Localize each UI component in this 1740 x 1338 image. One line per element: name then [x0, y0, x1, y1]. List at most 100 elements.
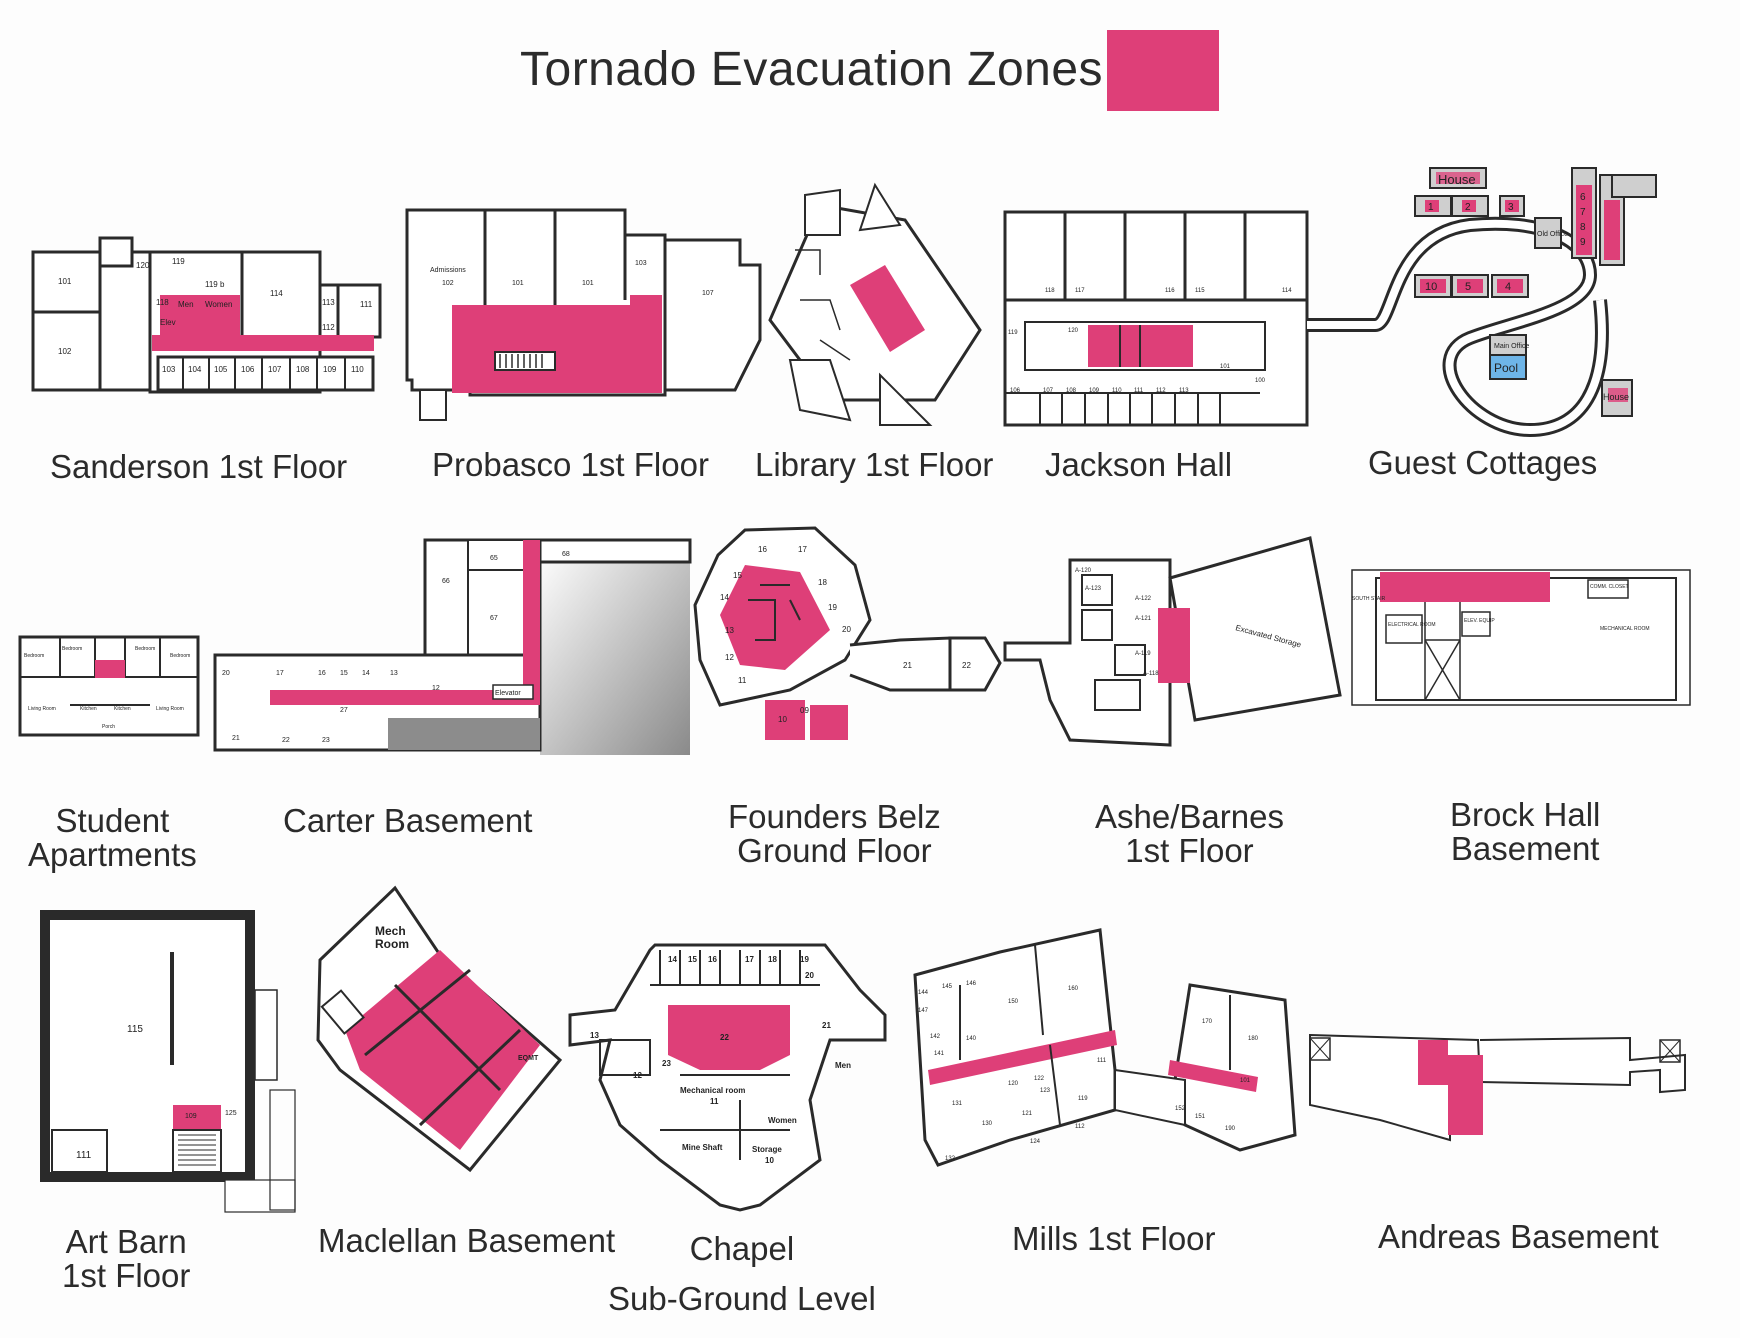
room-label: 110	[1112, 388, 1122, 394]
room-label: 116	[1165, 288, 1175, 294]
caption-founders: Founders Belz Ground Floor	[728, 798, 941, 869]
room-label: 16	[318, 670, 326, 677]
caption-mills: Mills 1st Floor	[1012, 1220, 1216, 1257]
room-label: 119	[172, 257, 185, 266]
room-label: 131	[952, 1101, 963, 1107]
room-label: Men	[835, 1061, 851, 1070]
room-label: 27	[340, 707, 348, 714]
room-label: 111	[360, 300, 373, 309]
room-label: Mech Room	[375, 924, 409, 951]
room-label: COMM. CLOSET	[1590, 584, 1629, 590]
room-label: 13	[390, 670, 398, 677]
room-label: 12	[432, 685, 440, 692]
room-label: 115	[1195, 288, 1205, 294]
room-label: 160	[1068, 986, 1079, 992]
room-label: 101	[1220, 364, 1231, 370]
room-label: 110	[351, 365, 364, 374]
room-label: Mine Shaft	[682, 1143, 723, 1152]
room-label: 14	[668, 955, 677, 964]
room-label: 119	[1008, 330, 1018, 336]
room-label: 21	[903, 661, 912, 670]
caption-ashe: Ashe/Barnes 1st Floor	[1095, 798, 1284, 869]
caption-chapel: Chapel Sub-Ground Level	[608, 1230, 876, 1317]
room-label: 141	[934, 1051, 945, 1057]
room-label: 144	[918, 990, 929, 996]
cottage-label: Pool	[1494, 361, 1518, 375]
room-label: 147	[918, 1008, 929, 1014]
room-label: Living Room	[28, 706, 56, 712]
cottage-label: House	[1603, 392, 1629, 402]
room-label: 22	[962, 661, 971, 670]
room-label: 122	[1034, 1076, 1045, 1082]
room-label: 108	[296, 365, 310, 374]
plan-library	[768, 182, 982, 426]
plan-carter: 65 68 66 67 20 17 16 15 14 13 12 27 21 2…	[213, 538, 692, 755]
room-label: 190	[1225, 1126, 1236, 1132]
room-label: 140	[966, 1036, 977, 1042]
cottage-label: 10	[1425, 281, 1437, 293]
room-label: 11	[710, 1097, 719, 1106]
room-label: ELEV. EQUIP	[1464, 618, 1495, 624]
room-label: 21	[232, 735, 240, 742]
room-label: Living Room	[156, 706, 184, 712]
room-label: 21	[822, 1021, 831, 1030]
page-title: Tornado Evacuation Zones	[520, 43, 1104, 96]
plan-founders: 16 17 15 18 14 19 13 20 12 11 09 10 21 2…	[693, 526, 1002, 740]
room-label: 16	[708, 955, 717, 964]
room-label: 18	[818, 578, 827, 587]
cottage-label: 1	[1428, 202, 1434, 213]
room-label: 170	[1202, 1019, 1213, 1025]
plan-student-apts: Bedroom Bedroom Bedroom Bedroom Living R…	[18, 635, 200, 737]
room-label: A-118	[1143, 671, 1159, 677]
room-label: 107	[702, 290, 714, 297]
cottage-label: Main Office	[1494, 343, 1529, 350]
cottage-label: 8	[1580, 222, 1586, 233]
room-label: 111	[76, 1150, 92, 1161]
cottage-label: 4	[1505, 281, 1511, 293]
room-label: 111	[1097, 1058, 1107, 1064]
caption-library: Library 1st Floor	[755, 446, 994, 483]
room-label: Storage	[752, 1145, 782, 1154]
room-label: 145	[942, 984, 953, 990]
room-label: A-123	[1085, 586, 1102, 592]
room-label: 10	[765, 1156, 774, 1165]
room-label: 12	[633, 1071, 642, 1080]
room-label: 22	[720, 1033, 729, 1042]
room-label: 112	[1156, 388, 1166, 394]
room-label: 23	[322, 737, 330, 744]
room-label: 113	[322, 298, 335, 307]
room-label: 130	[982, 1121, 993, 1127]
caption-maclellan: Maclellan Basement	[318, 1222, 616, 1259]
room-label: Bedroom	[62, 646, 82, 652]
room-label: 101	[58, 277, 72, 286]
plan-jackson: 118 117 116 115 114 119 120 101 100 106 …	[1003, 210, 1309, 427]
room-label: 13	[725, 626, 734, 635]
room-label: 19	[828, 603, 837, 612]
room-label: 17	[276, 670, 284, 677]
caption-jackson: Jackson Hall	[1045, 446, 1233, 483]
room-label: 12	[725, 653, 734, 662]
plan-andreas	[1309, 1033, 1686, 1142]
room-label: 113	[1179, 388, 1189, 394]
room-label: Men	[178, 300, 194, 309]
plan-mills: 144 145 146 147 142 141 140 150 160 170 …	[913, 928, 1297, 1167]
room-label: ELECTRICAL ROOM	[1388, 622, 1436, 628]
room-label: 102	[58, 347, 72, 356]
room-label: EQMT	[518, 1055, 539, 1062]
cottage-label: 3	[1508, 202, 1514, 213]
room-label: 22	[282, 737, 290, 744]
room-label: 100	[1255, 378, 1266, 384]
room-label: 10	[778, 715, 787, 724]
cottage-label: Old Office	[1537, 231, 1568, 238]
room-label: 119 b	[205, 280, 225, 289]
plan-art-barn: 115 111 109 125	[40, 910, 296, 1213]
room-label: A-119	[1135, 651, 1151, 657]
room-label: 115	[127, 1024, 143, 1035]
room-label: 119	[1078, 1096, 1088, 1102]
room-label: 109	[185, 1113, 197, 1120]
room-label: 118	[156, 298, 169, 307]
room-label: 109	[1089, 388, 1100, 394]
room-label: 101	[512, 280, 524, 287]
